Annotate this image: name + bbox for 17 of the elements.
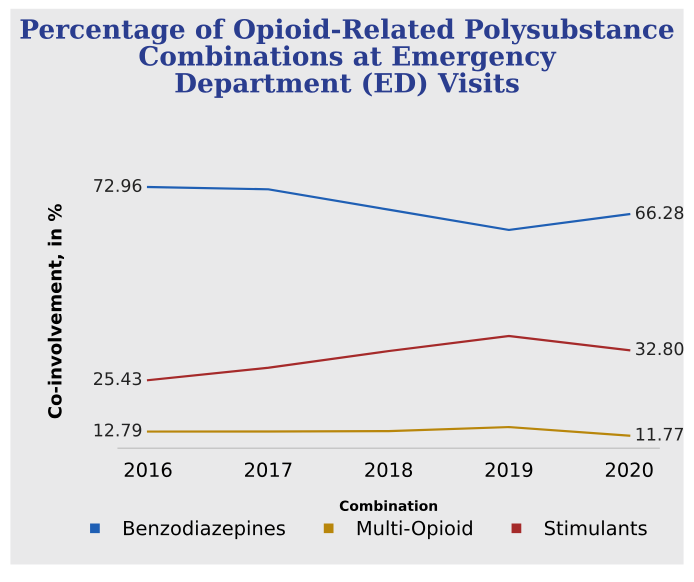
legend-label: Stimulants	[544, 520, 647, 536]
x-tick-label: 2017	[245, 462, 292, 478]
x-tick-label: 2018	[365, 462, 412, 478]
data-label: 66.28	[636, 206, 684, 220]
y-axis-title: Co-involvement, in %	[48, 204, 64, 418]
x-axis-title: Combination	[340, 500, 438, 512]
data-label: 25.43	[94, 372, 142, 386]
x-tick-label: 2016	[124, 462, 172, 478]
legend-label: Multi-Opioid	[358, 520, 472, 540]
x-tick-label: 2019	[486, 462, 532, 478]
data-label: 12.79	[94, 423, 142, 437]
legend-label: Benzodiazepines	[124, 520, 285, 540]
x-tick-label: 2020	[606, 462, 653, 478]
data-label: 72.96	[94, 178, 142, 192]
data-label: 11.77	[636, 428, 683, 440]
chart-title: Percentage of Opioid-Related Polysubstance Combinations at Emergency Department (ED) Visits	[20, 18, 674, 98]
data-label: 32.80	[636, 342, 684, 356]
